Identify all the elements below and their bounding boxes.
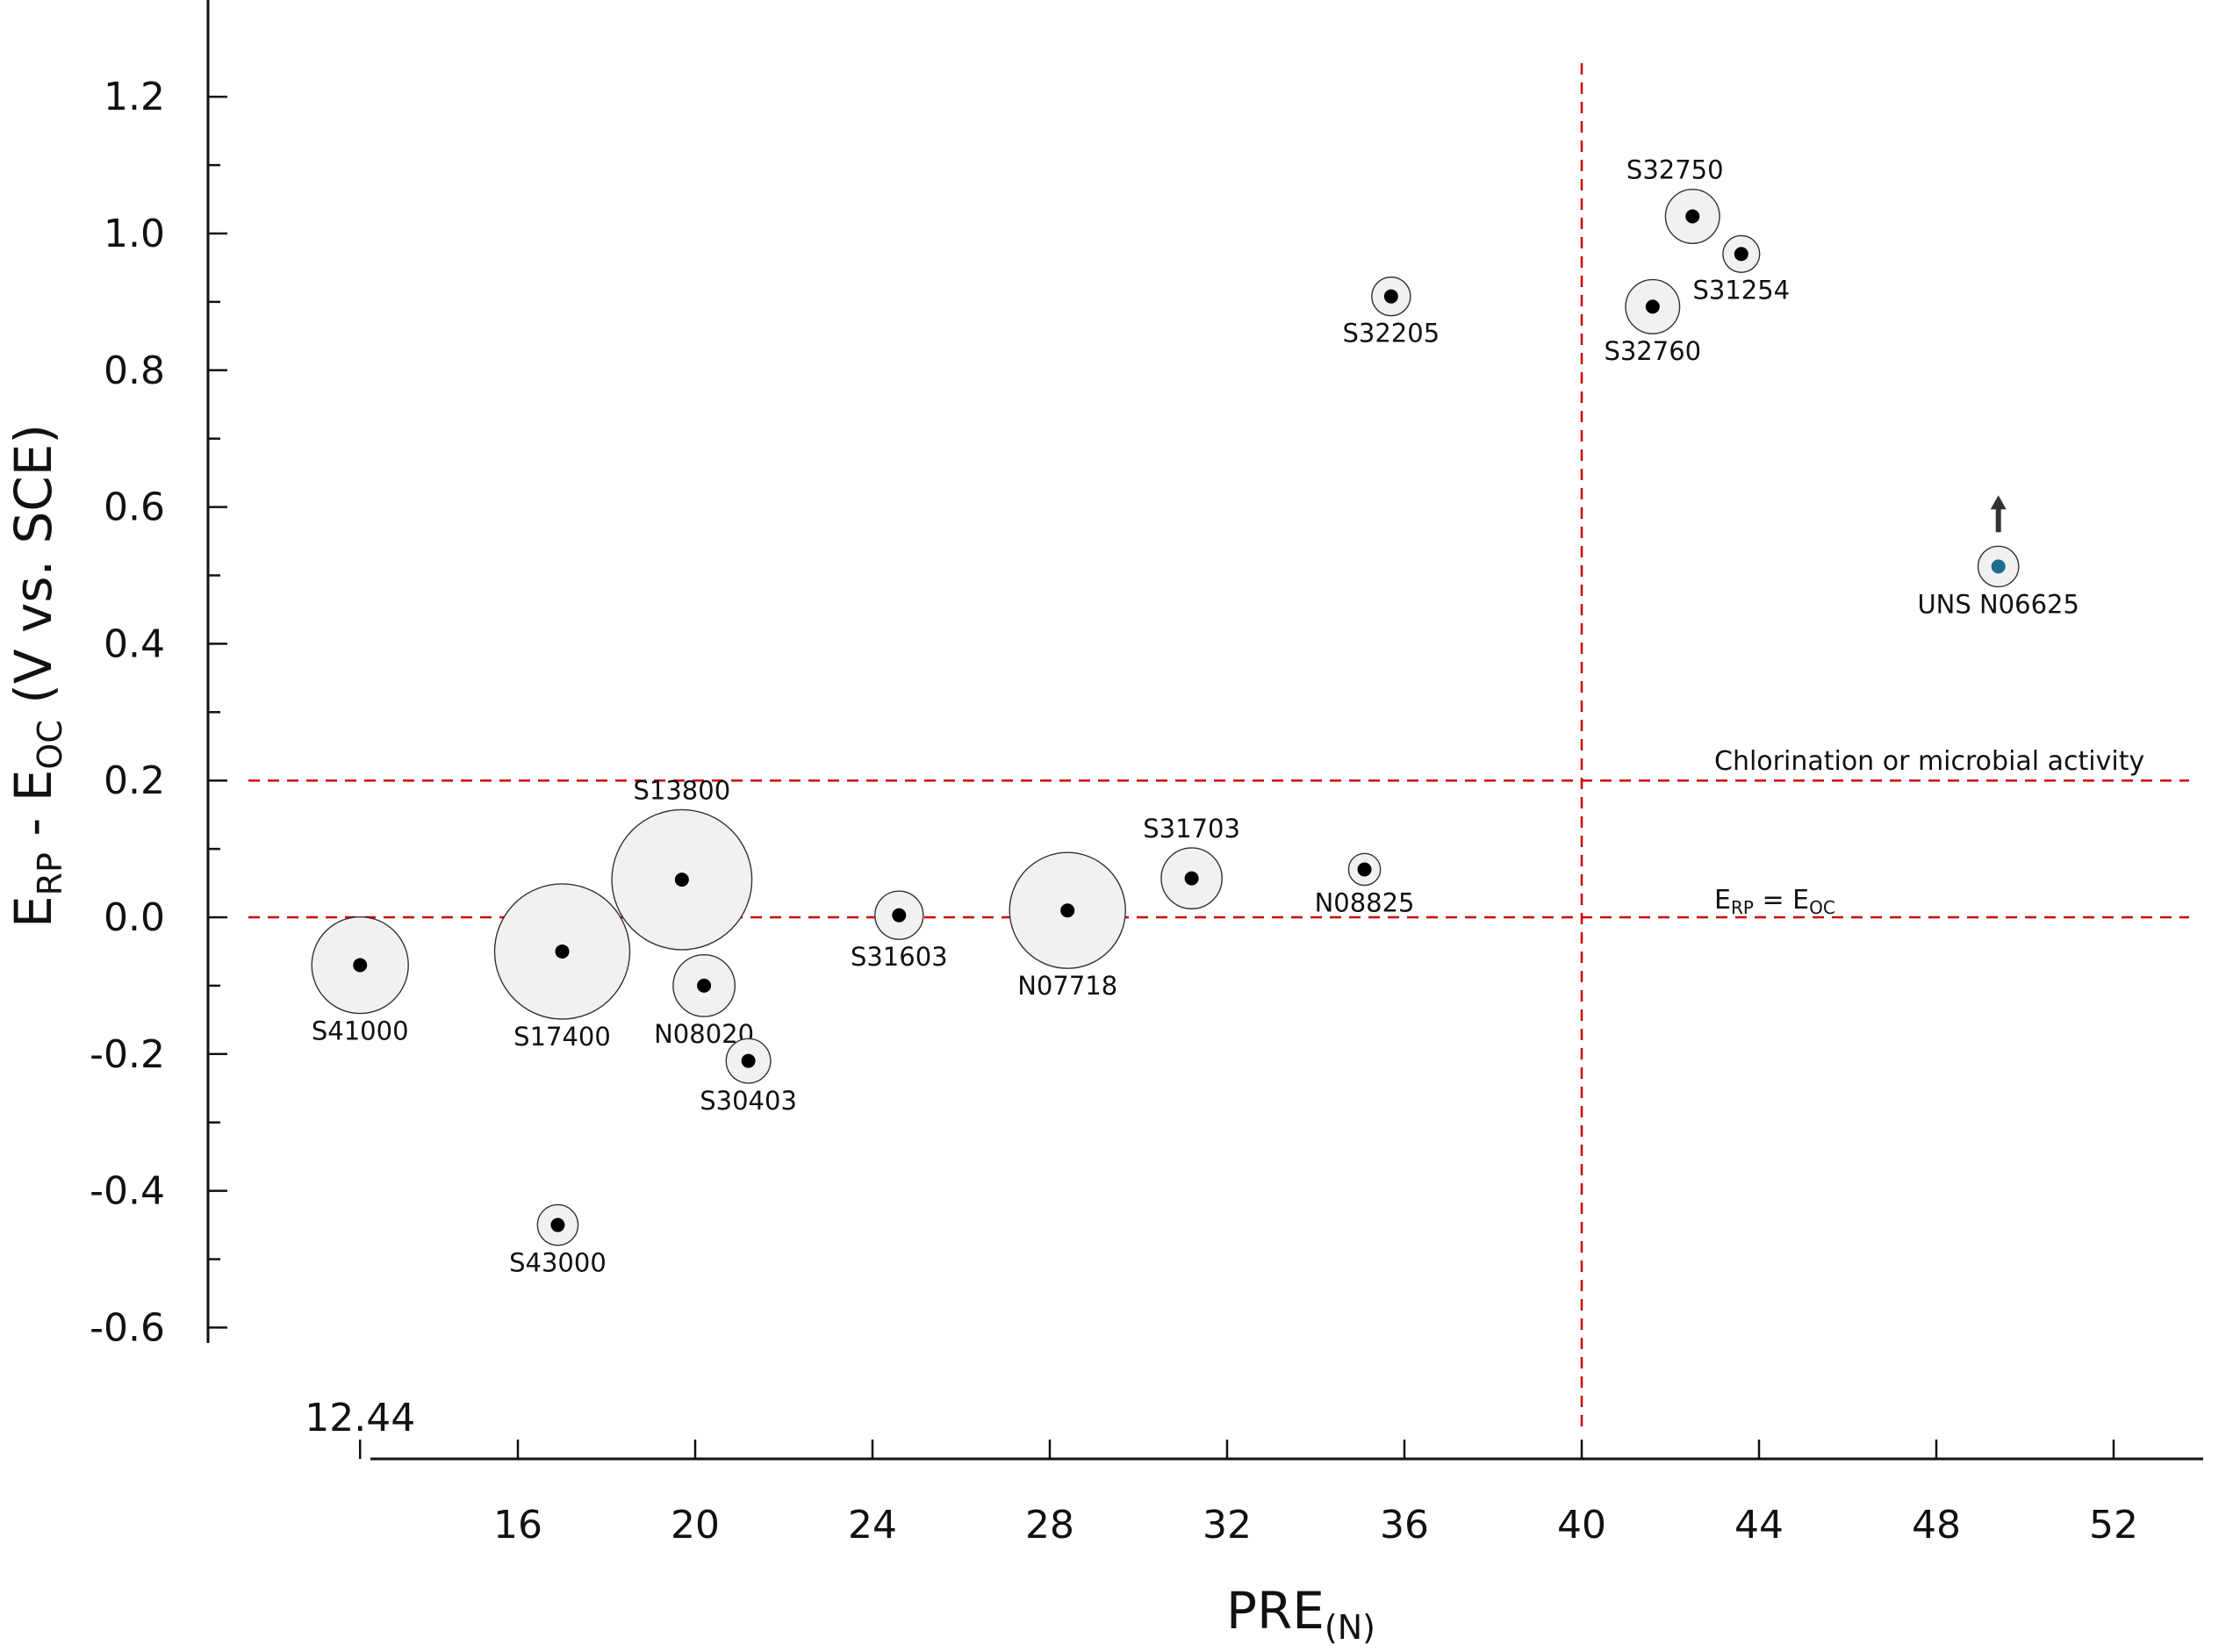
point-label: UNS N06625 xyxy=(1917,589,2079,619)
point-label: S17400 xyxy=(513,1022,611,1052)
point-marker xyxy=(1184,871,1199,886)
y-tick-label: 1.0 xyxy=(104,212,165,256)
point-marker xyxy=(1991,559,2006,574)
point-label: S32205 xyxy=(1343,319,1440,348)
point-marker xyxy=(555,944,570,959)
data-point: S41000 xyxy=(311,916,409,1046)
point-marker xyxy=(1383,289,1398,304)
arrow-up-icon-head xyxy=(1990,495,2007,510)
data-point: N08825 xyxy=(1315,852,1415,918)
point-label: S31703 xyxy=(1143,814,1240,844)
y-tick-label: 1.2 xyxy=(104,75,165,119)
point-label: S31254 xyxy=(1692,275,1790,305)
x-tick-label: 32 xyxy=(1203,1503,1252,1548)
y-tick-label: -0.2 xyxy=(90,1032,165,1077)
point-marker xyxy=(892,908,907,923)
data-point: N07718 xyxy=(1009,851,1126,1001)
annotation-erp-eoc: ERP = EOC xyxy=(1714,885,1835,918)
point-marker xyxy=(1685,209,1700,224)
point-label: N08825 xyxy=(1315,888,1415,918)
x-start-label: 12.44 xyxy=(305,1396,415,1440)
axes xyxy=(206,0,2203,1461)
data-point: S30403 xyxy=(700,1038,797,1116)
reference-lines: Chlorination or microbial activity ERP = … xyxy=(248,63,2189,1429)
data-point: S31603 xyxy=(851,890,948,972)
point-label: S32760 xyxy=(1604,336,1701,366)
y-tick-label: -0.6 xyxy=(90,1305,165,1350)
point-label: S41000 xyxy=(312,1016,409,1046)
y-axis-title: ERP - EOC (V vs. SCE) xyxy=(4,424,69,928)
point-marker xyxy=(1645,299,1660,314)
data-point: S43000 xyxy=(509,1203,607,1278)
axis-titles: PRE(N) ERP - EOC (V vs. SCE) xyxy=(4,424,1375,1647)
y-tick-label: 0.4 xyxy=(104,621,165,666)
data-point: S31254 xyxy=(1692,234,1790,305)
point-marker xyxy=(550,1217,565,1232)
y-tick-label: 0.0 xyxy=(104,895,165,940)
point-marker xyxy=(674,873,689,887)
y-tick-label: 0.8 xyxy=(104,348,165,393)
data-point: S13800 xyxy=(611,775,753,951)
x-tick-label: 52 xyxy=(2089,1503,2138,1548)
data-point: UNS N06625 xyxy=(1917,495,2079,619)
data-point: S32750 xyxy=(1626,155,1724,245)
data-bubbles: S41000 S17400 S13800 N08020 S30403 S43000 S316… xyxy=(311,155,2079,1278)
point-marker xyxy=(1357,862,1372,877)
point-marker xyxy=(697,978,712,993)
point-label: N07718 xyxy=(1017,971,1117,1001)
x-tick-label: 24 xyxy=(848,1503,897,1548)
x-axis-title: PRE(N) xyxy=(1226,1581,1375,1647)
x-tick-label: 48 xyxy=(1912,1503,1961,1548)
y-tick-label: 0.2 xyxy=(104,758,165,803)
point-label: S31603 xyxy=(851,942,948,972)
point-label: S32750 xyxy=(1626,155,1724,185)
data-point: S32205 xyxy=(1343,276,1440,348)
x-tick-label: 20 xyxy=(671,1503,720,1548)
x-tick-label: 16 xyxy=(493,1503,542,1548)
data-point: S32760 xyxy=(1604,278,1701,366)
point-marker xyxy=(1734,247,1748,262)
tick-labels: -0.6 -0.4 -0.2 0.0 0.2 0.4 0.6 0.8 1.0 1.2 12.44 16… xyxy=(90,75,2138,1548)
annotation-chlorination: Chlorination or microbial activity xyxy=(1714,746,2144,777)
x-tick-label: 28 xyxy=(1025,1503,1074,1548)
x-tick-label: 36 xyxy=(1380,1503,1429,1548)
point-marker xyxy=(1060,903,1075,918)
point-marker xyxy=(741,1053,756,1068)
point-marker xyxy=(353,958,368,973)
x-tick-label: 40 xyxy=(1557,1503,1606,1548)
data-point: S31703 xyxy=(1143,814,1240,909)
y-tick-label: 0.6 xyxy=(104,485,165,530)
x-tick-label: 44 xyxy=(1734,1503,1784,1548)
point-label: S30403 xyxy=(700,1086,797,1116)
y-tick-label: -0.4 xyxy=(90,1169,165,1214)
data-point: S17400 xyxy=(493,883,631,1052)
data-point: N08020 xyxy=(654,954,754,1049)
point-label: S13800 xyxy=(634,775,731,805)
point-label: S43000 xyxy=(509,1248,607,1278)
